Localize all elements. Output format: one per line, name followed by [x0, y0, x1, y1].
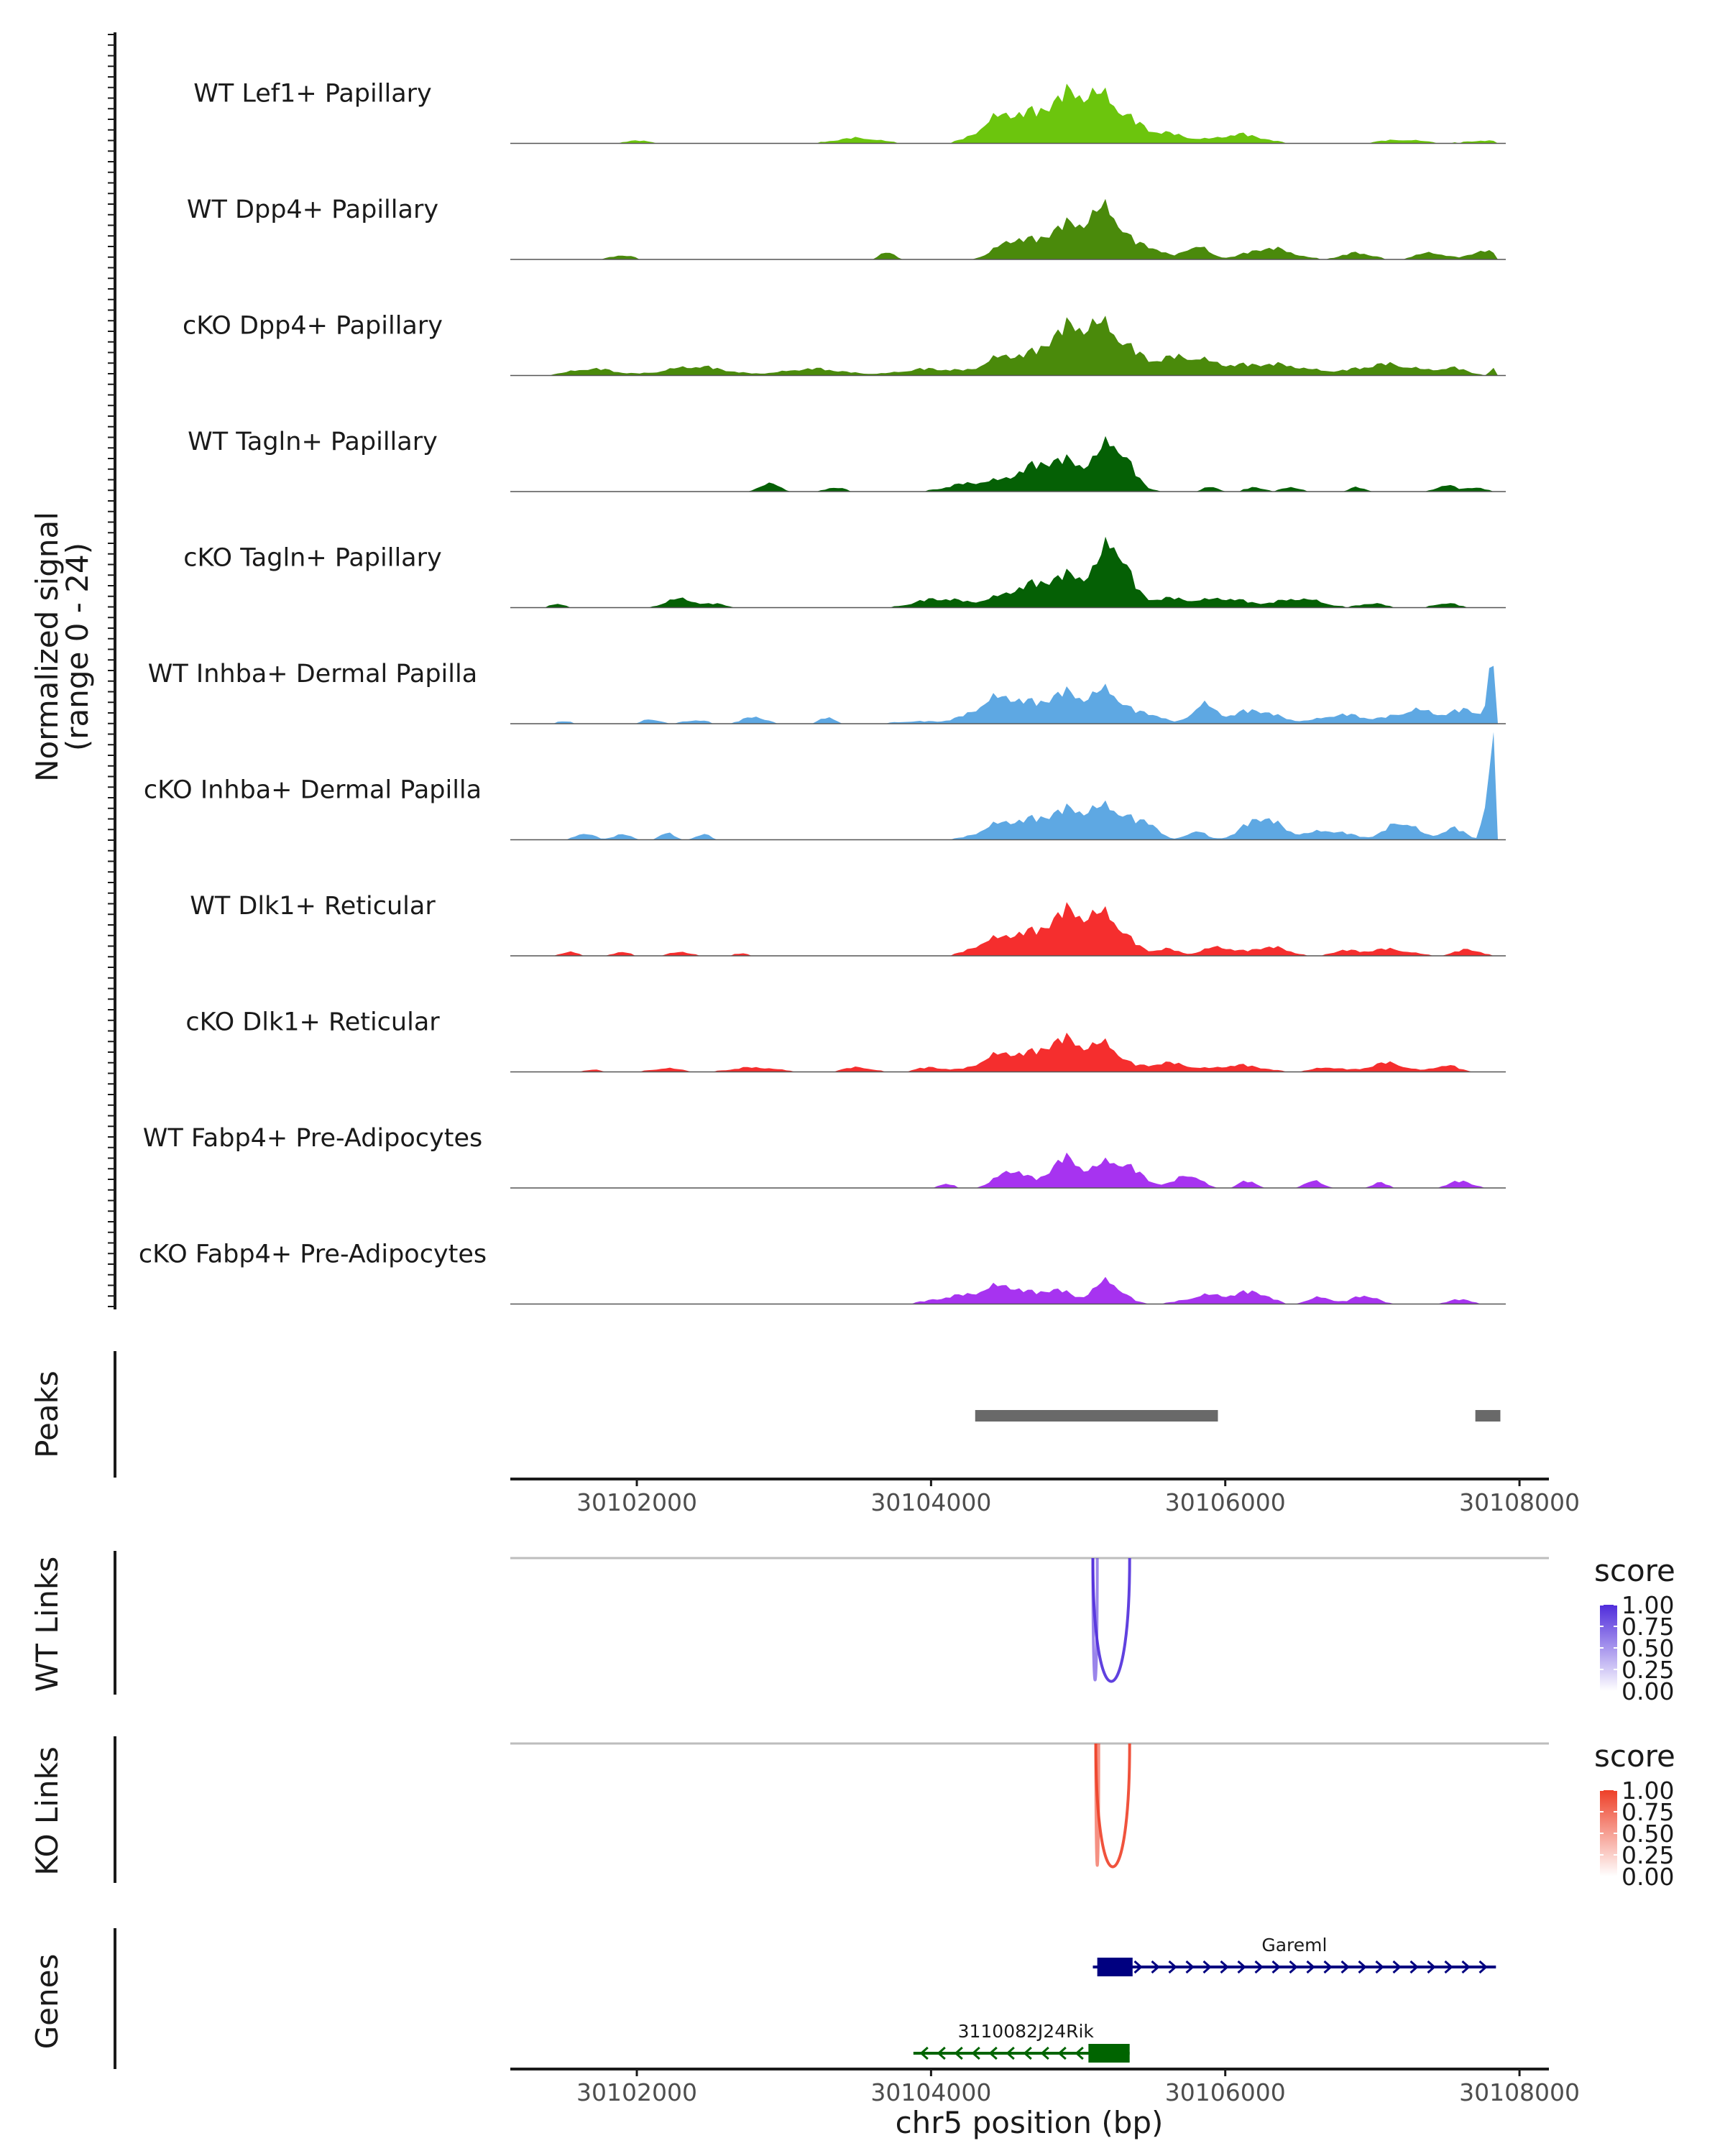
link-arc — [1091, 1557, 1099, 1682]
x-axis-lower: 30102000 30104000 30106000 30108000 — [510, 2068, 1580, 2106]
gene-name: Gareml — [1261, 1935, 1327, 1955]
strand-chevron — [1358, 1960, 1367, 1974]
coverage-ylabel-line2: (range 0 - 24) — [60, 543, 95, 751]
coverage-area — [510, 198, 1549, 259]
gene-exon — [1097, 1958, 1133, 1976]
coverage-area — [510, 665, 1549, 724]
gene-exon — [1088, 2044, 1130, 2063]
legend-tick-label: 0.75 — [1622, 1798, 1674, 1826]
track-label: WT Lef1+ Papillary — [193, 80, 432, 109]
legend-tick-label: 0.50 — [1622, 1820, 1674, 1848]
track-label: WT Inhba+ Dermal Papilla — [148, 660, 477, 688]
peak-region — [975, 1410, 1218, 1422]
track-label: cKO Dpp4+ Papillary — [183, 312, 443, 341]
track-label: WT Fabp4+ Pre-Adipocytes — [143, 1124, 482, 1153]
coverage-area — [510, 1032, 1549, 1072]
strand-chevron — [1023, 2046, 1032, 2060]
x-tick-label: 30102000 — [576, 2078, 697, 2106]
strand-chevron — [1323, 1960, 1333, 1974]
ko-links-panel: score 1.000.750.500.250.00 — [114, 1736, 1675, 1891]
track-label: WT Tagln+ Papillary — [188, 428, 438, 456]
legend-tick-label: 1.00 — [1622, 1777, 1674, 1805]
legend-title: score — [1594, 1553, 1675, 1588]
strand-chevron — [1185, 1960, 1195, 1974]
strand-chevron — [1168, 1960, 1177, 1974]
strand-chevron — [1409, 1960, 1419, 1974]
strand-chevron — [1040, 2046, 1049, 2060]
strand-chevron — [1427, 1960, 1436, 1974]
strand-chevron — [1006, 2046, 1015, 2060]
peak-region — [1475, 1410, 1501, 1422]
coverage-area — [510, 315, 1549, 376]
strand-chevron — [1237, 1960, 1246, 1974]
track-label: cKO Inhba+ Dermal Papilla — [144, 776, 482, 805]
ko-links-label: KO Links — [29, 1746, 65, 1876]
strand-chevron — [988, 2046, 998, 2060]
legend-tick-label: 0.75 — [1622, 1613, 1674, 1641]
x-tick-label: 30106000 — [1165, 1488, 1286, 1516]
link-arc — [1094, 1743, 1131, 1869]
strand-chevron — [1289, 1960, 1298, 1974]
wt-links-label: WT Links — [29, 1557, 65, 1692]
coverage-area — [510, 1152, 1549, 1188]
coverage-area — [510, 536, 1549, 608]
track-label: cKO Tagln+ Papillary — [183, 544, 442, 573]
strand-chevron — [1075, 2046, 1084, 2060]
strand-chevron — [1151, 1960, 1160, 1974]
coverage-area — [510, 436, 1549, 492]
track-label: cKO Fabp4+ Pre-Adipocytes — [139, 1240, 487, 1269]
legend-tick-label: 1.00 — [1622, 1591, 1674, 1619]
strand-chevron — [1375, 1960, 1384, 1974]
strand-chevron — [1271, 1960, 1281, 1974]
legend-tick-label: 0.00 — [1622, 1863, 1674, 1891]
coverage-area — [510, 1276, 1549, 1304]
coverage-panel: WT Lef1+ Papillary WT Dpp4+ Papillary cKO … — [108, 32, 1549, 1309]
genes-panel: Gareml 3110082J24Rik — [114, 1928, 1496, 2069]
strand-chevron — [954, 2046, 963, 2060]
strand-chevron — [937, 2046, 946, 2060]
strand-chevron — [1306, 1960, 1315, 1974]
strand-chevron — [1392, 1960, 1402, 1974]
strand-chevron — [1444, 1960, 1453, 1974]
x-tick-label: 30106000 — [1165, 2078, 1286, 2106]
track-label: cKO Dlk1+ Reticular — [185, 1008, 440, 1037]
wt-links-panel: score 1.000.750.500.250.00 — [114, 1551, 1675, 1705]
track-label: WT Dpp4+ Papillary — [187, 195, 438, 224]
link-arc — [1094, 1743, 1100, 1867]
x-tick-label: 30108000 — [1459, 1488, 1580, 1516]
strand-chevron — [919, 2046, 929, 2060]
link-arc — [1091, 1557, 1131, 1683]
strand-chevron — [1133, 1960, 1143, 1974]
track-label: WT Dlk1+ Reticular — [190, 892, 436, 921]
genes-label: Genes — [29, 1954, 65, 2050]
coverage-area — [510, 902, 1549, 956]
legend-tick-label: 0.00 — [1622, 1677, 1674, 1705]
coverage-area — [510, 83, 1549, 144]
strand-chevron — [971, 2046, 980, 2060]
x-axis-title: chr5 position (bp) — [896, 2105, 1164, 2140]
peaks-label: Peaks — [29, 1370, 65, 1458]
legend-tick-label: 0.50 — [1622, 1634, 1674, 1662]
strand-chevron — [1340, 1960, 1350, 1974]
x-tick-label: 30104000 — [870, 1488, 991, 1516]
legend-title: score — [1594, 1738, 1675, 1774]
gene-name: 3110082J24Rik — [958, 2021, 1095, 2042]
coverage-area — [510, 732, 1549, 840]
x-tick-label: 30104000 — [870, 2078, 991, 2106]
strand-chevron — [1254, 1960, 1264, 1974]
strand-chevron — [1057, 2046, 1067, 2060]
legend-tick-label: 0.25 — [1622, 1841, 1674, 1869]
strand-chevron — [1478, 1960, 1488, 1974]
x-tick-label: 30102000 — [576, 1488, 697, 1516]
strand-chevron — [1202, 1960, 1212, 1974]
coverage-ylabel-line1: Normalized signal — [29, 512, 65, 782]
strand-chevron — [1461, 1960, 1471, 1974]
strand-chevron — [1220, 1960, 1229, 1974]
legend-tick-label: 0.25 — [1622, 1656, 1674, 1684]
x-tick-label: 30108000 — [1459, 2078, 1580, 2106]
x-axis-upper: 30102000 30104000 30106000 30108000 — [510, 1478, 1580, 1516]
peaks-panel — [114, 1351, 1501, 1478]
